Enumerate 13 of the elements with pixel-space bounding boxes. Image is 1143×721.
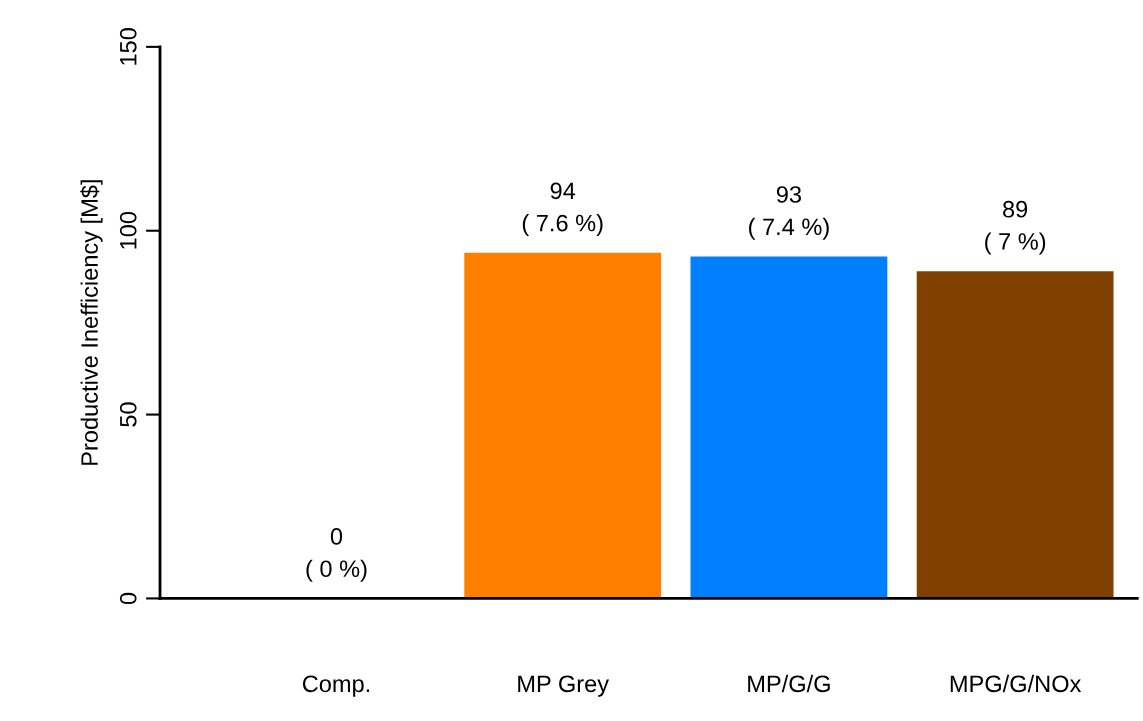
x-tick-label: MP Grey (518, 675, 610, 697)
y-tick-label: 150 (119, 28, 137, 65)
y-tick-label: 0 (119, 592, 137, 605)
x-tick-label: MP/G/G (748, 674, 830, 693)
data-label: 93 ( 7.4 %) (749, 186, 829, 240)
data-label: 94 ( 7.6 %) (522, 182, 603, 237)
y-tick-label: 50 (119, 402, 137, 427)
x-tick-label: Comp. (302, 675, 370, 697)
data-label: 89 ( 7 %) (985, 200, 1046, 255)
y-axis-title: Productive Inefficiency [M$] (80, 180, 103, 465)
y-tick-label: 100 (119, 211, 137, 249)
x-tick-label: MPG/G/NOx (950, 674, 1082, 693)
data-label: 0 ( 0 %) (306, 528, 367, 582)
